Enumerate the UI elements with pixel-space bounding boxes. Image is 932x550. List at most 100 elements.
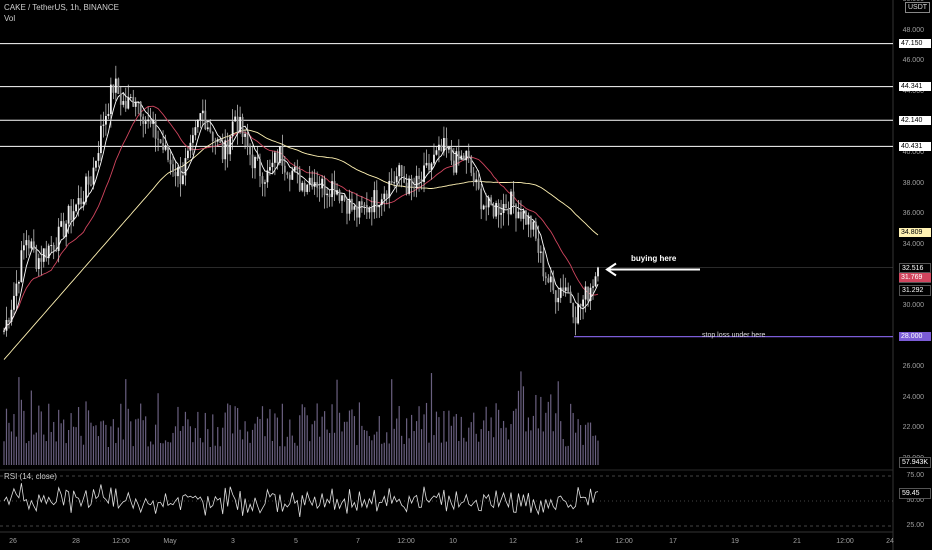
volume-bar	[435, 411, 438, 465]
volume-bar	[237, 407, 239, 465]
buy-arrow	[605, 262, 700, 277]
volume-bar	[110, 426, 112, 465]
volume-bar	[53, 421, 55, 465]
time-tick: May	[163, 538, 177, 545]
volume-bar	[413, 431, 415, 465]
currency-selector[interactable]: USDT	[905, 2, 931, 13]
volume-bar	[45, 441, 47, 465]
price-tick: 36.000	[902, 210, 924, 218]
candle-body	[510, 191, 512, 215]
rsi-label: RSI (14, close)	[4, 472, 57, 481]
rsi-tick: 75.00	[906, 472, 924, 479]
candle-body	[144, 121, 147, 124]
volume-bar	[194, 428, 196, 465]
price-badge-stop: 28.000	[899, 332, 931, 342]
price-badge-level: 47.150	[899, 39, 931, 49]
volume-bar	[18, 377, 20, 465]
volume-bar	[500, 428, 502, 465]
candle-body	[308, 177, 311, 185]
candle-body	[497, 203, 500, 215]
volume-bar	[440, 442, 443, 465]
candle-body	[515, 204, 517, 219]
volume-bar	[575, 432, 577, 465]
volume-bar	[157, 393, 159, 465]
volume-bar	[214, 445, 216, 465]
volume-bar	[485, 406, 487, 465]
volume-bar	[512, 410, 515, 465]
candle-body	[254, 156, 256, 169]
candle-body	[246, 133, 249, 147]
volume-bar	[172, 432, 174, 465]
volume-bar	[527, 417, 530, 465]
stop-annotation: stop loss under here	[702, 332, 766, 339]
price-badge-rsi: 59.45	[899, 488, 931, 500]
volume-bar	[428, 442, 430, 465]
time-tick: 12:00	[836, 538, 854, 545]
time-tick: 12:00	[615, 538, 633, 545]
volume-bar	[560, 421, 562, 465]
candle-body	[495, 203, 498, 217]
volume-bar	[383, 442, 385, 465]
volume-bar	[341, 431, 343, 465]
volume-bar	[212, 414, 214, 465]
candle-body	[85, 176, 87, 202]
volume-bar	[140, 403, 142, 465]
candle-body	[18, 281, 20, 284]
candle-body	[393, 182, 396, 184]
candle-body	[119, 93, 122, 105]
candle-body	[206, 127, 209, 130]
volume-bar	[152, 444, 154, 465]
volume-bar	[565, 446, 567, 465]
candle-body	[326, 193, 328, 196]
volume-bar	[403, 444, 405, 465]
candle-body	[271, 162, 274, 168]
volume-bar	[438, 417, 440, 465]
candle-body	[589, 287, 592, 301]
volume-bar	[393, 428, 395, 465]
volume-bar	[224, 412, 226, 465]
volume-bar	[351, 409, 353, 465]
candle-body	[57, 226, 60, 251]
volume-bar	[289, 419, 291, 465]
time-tick: 5	[294, 538, 298, 545]
volume-bar	[326, 429, 328, 465]
candle-body	[25, 240, 28, 246]
volume-bar	[321, 416, 323, 465]
volume-bar	[105, 424, 107, 465]
candle-body	[216, 139, 219, 142]
volume-bar	[90, 422, 92, 465]
candle-body	[577, 303, 580, 324]
volume-bar	[164, 440, 167, 465]
volume-bar	[316, 403, 318, 465]
candle-body	[266, 170, 269, 183]
candle-body	[390, 180, 393, 183]
candle-body	[554, 290, 557, 303]
candle-body	[264, 182, 266, 184]
volume-bar	[423, 414, 425, 465]
candle-body	[313, 182, 316, 187]
candle-body	[477, 179, 480, 189]
candle-body	[485, 205, 488, 208]
volume-bar	[249, 442, 251, 465]
candle-body	[196, 120, 199, 128]
candle-body	[517, 211, 520, 219]
time-tick: 12	[509, 538, 517, 545]
candle-body	[124, 101, 127, 109]
volume-bar	[391, 379, 393, 465]
candle-body	[139, 101, 142, 117]
volume-bar	[517, 390, 520, 465]
time-tick: 28	[72, 538, 80, 545]
volume-bar	[453, 416, 455, 465]
candle-body	[134, 101, 137, 107]
candle-body	[505, 203, 507, 209]
candle-body	[293, 166, 296, 171]
candle-body	[564, 287, 567, 291]
candle-body	[487, 197, 490, 208]
volume-bar	[284, 446, 286, 465]
time-tick: 24	[886, 538, 894, 545]
volume-bar	[92, 426, 95, 465]
volume-bar	[463, 437, 465, 465]
volume-bar	[177, 406, 179, 465]
volume-bar	[356, 445, 358, 465]
